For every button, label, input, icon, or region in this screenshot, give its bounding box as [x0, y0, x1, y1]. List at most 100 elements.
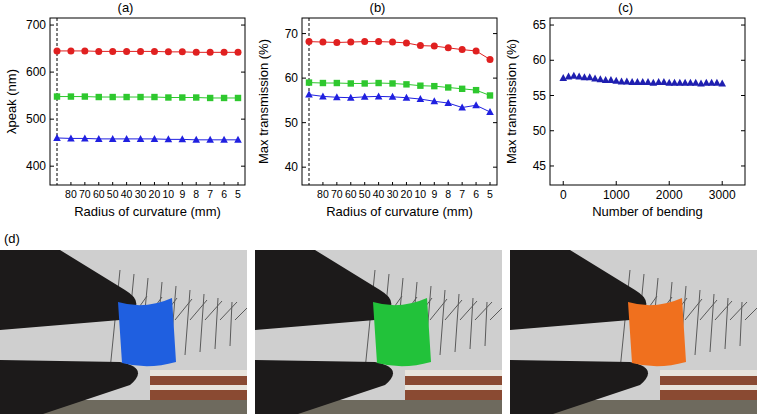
- data-point: [95, 48, 102, 55]
- y-tick-label: 55: [533, 89, 547, 103]
- data-point: [347, 94, 355, 101]
- data-point: [207, 49, 214, 56]
- x-tick: [563, 181, 564, 185]
- building: [150, 370, 247, 376]
- data-point: [109, 48, 116, 55]
- panel-label: (c): [618, 0, 633, 15]
- data-point: [81, 47, 88, 54]
- panel-label: (a): [118, 0, 134, 15]
- data-point: [375, 38, 382, 45]
- y-tick: [302, 167, 306, 168]
- data-point: [179, 135, 187, 142]
- x-tick: [336, 182, 337, 185]
- data-point: [459, 46, 466, 53]
- data-point: [235, 49, 242, 56]
- data-point: [444, 99, 452, 106]
- data-point: [403, 81, 409, 87]
- y-tick: [493, 78, 497, 79]
- y-tick: [550, 25, 554, 26]
- x-tick-label: 80: [317, 188, 329, 200]
- hand: [255, 250, 391, 330]
- data-point: [445, 84, 451, 90]
- data-point: [458, 104, 466, 111]
- data-point: [54, 47, 61, 54]
- data-point: [151, 94, 157, 100]
- data-point: [403, 94, 411, 101]
- x-tick-label: 20: [149, 188, 161, 200]
- data-point: [445, 44, 452, 51]
- data-point: [137, 135, 145, 142]
- x-tick-label: 2000: [656, 188, 683, 202]
- y-axis-label: Max transmission (%): [504, 39, 519, 164]
- x-tick-label: 6: [473, 188, 479, 200]
- data-point: [165, 48, 172, 55]
- hand: [0, 360, 138, 414]
- y-tick: [741, 60, 745, 61]
- hand: [255, 360, 393, 414]
- data-point: [123, 94, 129, 100]
- data-point: [53, 134, 61, 141]
- x-axis-label: Radius of curvature (mm): [326, 204, 473, 219]
- data-point: [334, 80, 340, 86]
- y-tick: [241, 25, 245, 26]
- data-point: [333, 93, 341, 100]
- y-tick: [550, 60, 554, 61]
- data-point: [193, 49, 200, 56]
- data-point: [137, 94, 143, 100]
- hand: [510, 250, 646, 330]
- y-tick: [50, 166, 54, 167]
- plot-frame: [550, 18, 745, 185]
- data-point: [403, 39, 410, 46]
- y-tick-label: 40: [285, 160, 299, 174]
- data-point: [192, 136, 200, 143]
- data-point: [473, 47, 480, 54]
- data-point: [389, 39, 396, 46]
- panel-label: (d): [4, 231, 20, 246]
- data-point: [206, 136, 214, 143]
- x-tick-label: 7: [207, 188, 213, 200]
- y-tick-label: 70: [285, 27, 299, 41]
- data-point: [375, 80, 381, 86]
- y-tick-label: 50: [285, 116, 299, 130]
- x-tick-label: 70: [79, 188, 91, 200]
- data-point: [306, 79, 312, 85]
- chart-panel: (a)400500600700807060504030201098765Radi…: [4, 0, 245, 219]
- data-point: [67, 134, 75, 141]
- y-tick-label: 700: [26, 18, 46, 32]
- y-tick: [741, 130, 745, 131]
- y-tick-label: 600: [26, 65, 46, 79]
- x-tick: [434, 182, 435, 185]
- x-tick-label: 50: [359, 188, 371, 200]
- hand: [0, 250, 136, 330]
- y-tick: [302, 122, 306, 123]
- building: [405, 370, 502, 376]
- x-tick: [84, 182, 85, 185]
- data-point: [123, 135, 131, 142]
- branches: [110, 270, 247, 370]
- data-area: [559, 72, 726, 87]
- photo: [510, 250, 757, 414]
- data-point: [389, 93, 397, 100]
- data-point: [389, 80, 395, 86]
- x-tick-label: 60: [345, 188, 357, 200]
- data-point: [431, 83, 437, 89]
- y-tick: [550, 95, 554, 96]
- photo: [0, 250, 247, 414]
- y-tick: [493, 33, 497, 34]
- data-point: [333, 39, 340, 46]
- y-tick-label: 50: [533, 124, 547, 138]
- x-tick-label: 80: [65, 188, 77, 200]
- x-tick: [490, 182, 491, 185]
- hand: [510, 360, 648, 414]
- y-tick: [550, 165, 554, 166]
- x-tick-label: 5: [235, 188, 241, 200]
- data-point: [179, 94, 185, 100]
- x-axis-label: Radius of curvature (mm): [74, 204, 221, 219]
- y-tick-label: 500: [26, 112, 46, 126]
- data-point: [179, 48, 186, 55]
- x-tick: [722, 181, 723, 185]
- data-point: [487, 92, 493, 98]
- y-tick: [302, 33, 306, 34]
- data-point: [193, 94, 199, 100]
- data-point: [361, 80, 367, 86]
